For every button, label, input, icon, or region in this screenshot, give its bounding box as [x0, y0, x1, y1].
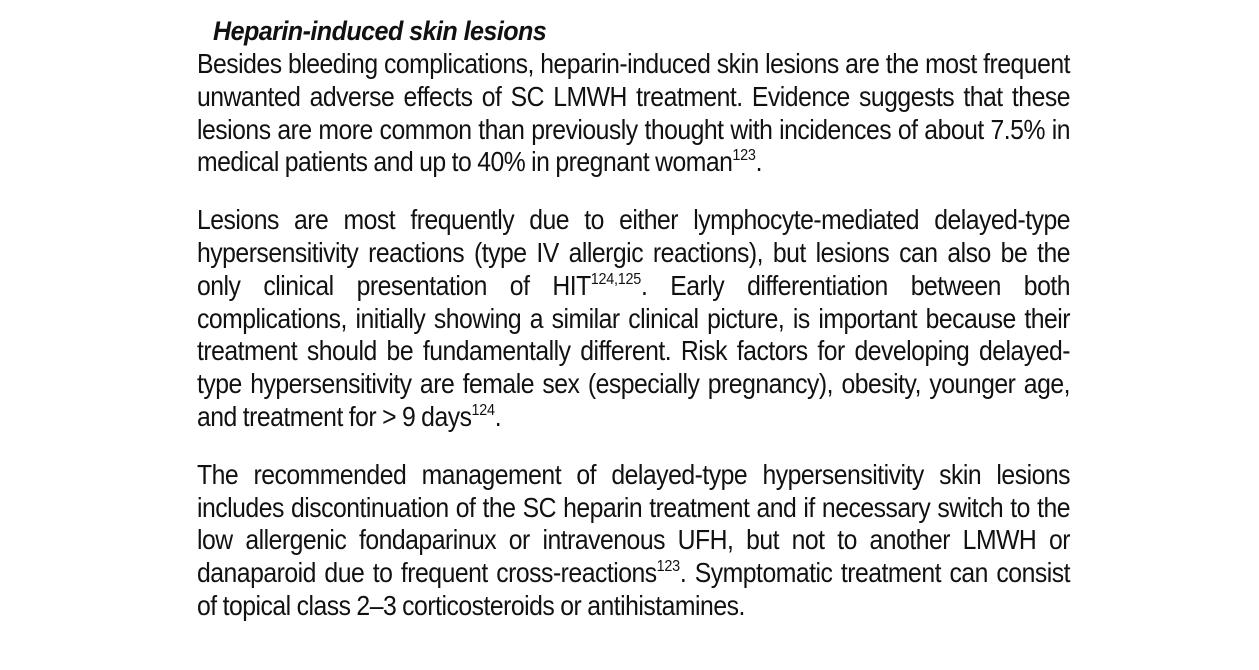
citation-superscript: 123 [656, 558, 680, 576]
paragraph-2: Lesions are most frequently due to eithe… [197, 204, 1070, 434]
citation-superscript: 124 [471, 401, 495, 419]
section-heading: Heparin-induced skin lesions [213, 16, 547, 46]
citation-superscript: 123 [732, 147, 756, 165]
paragraph-text: Lesions are most frequently due to eithe… [197, 204, 1070, 301]
paragraph-text: . [494, 400, 502, 432]
document-page: Heparin-induced skin lesions Besides ble… [197, 12, 1070, 623]
paragraph-3: The recommended management of delayed-ty… [197, 459, 1070, 623]
paragraph-1: Besides bleeding complications, heparin-… [197, 48, 1070, 179]
paragraph-text: The recommended management of delayed-ty… [197, 458, 1070, 589]
paragraph-text: . Early differentiation between both com… [197, 269, 1070, 432]
paragraph-text: Besides bleeding complications, heparin-… [197, 48, 1070, 178]
paragraph-text: . Symptomatic treatment can consist of t… [197, 557, 1070, 621]
paragraph-text: . [755, 146, 763, 178]
citation-superscript: 124,125 [590, 270, 641, 288]
